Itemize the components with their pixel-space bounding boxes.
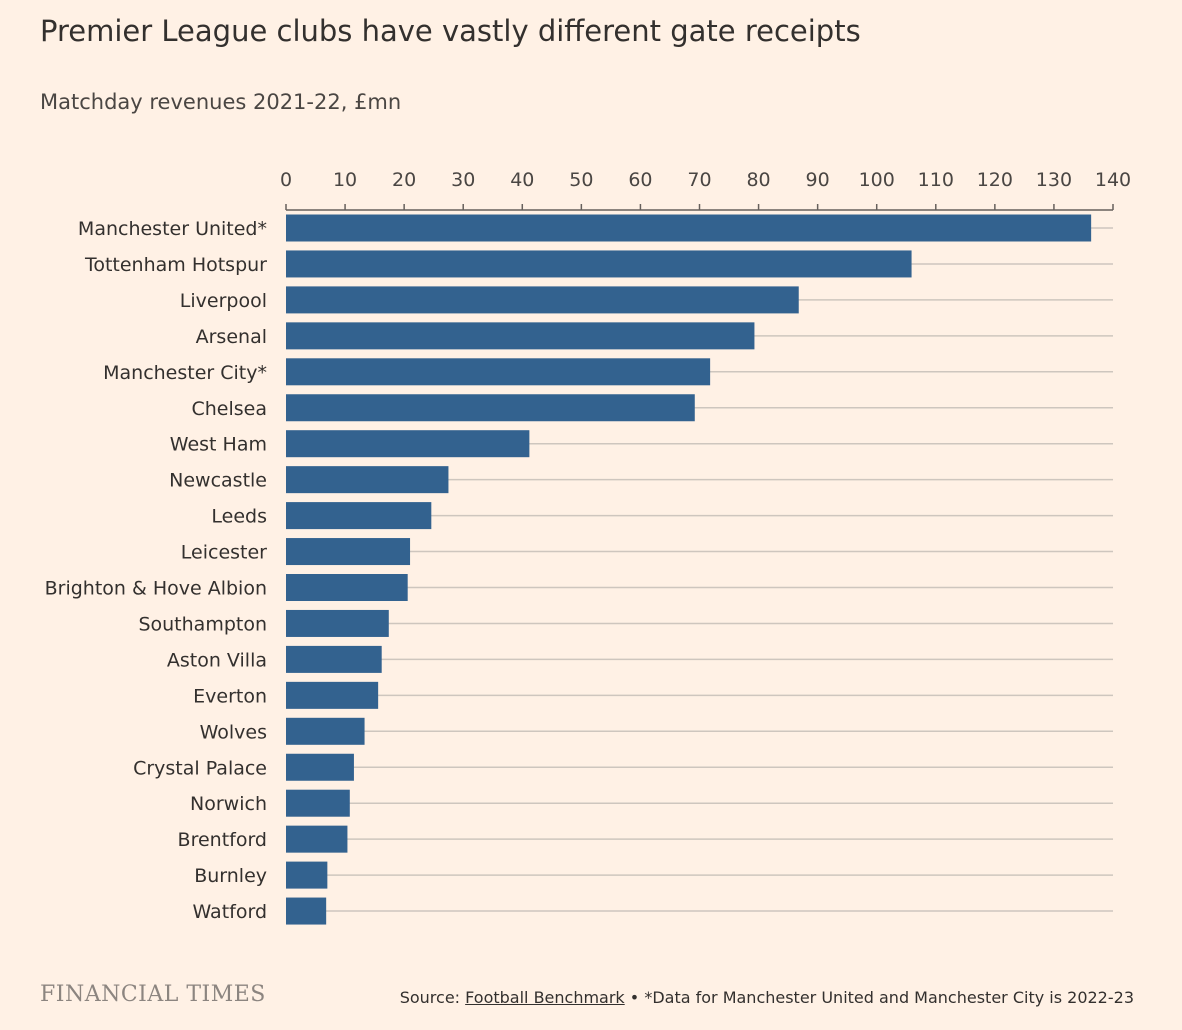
x-tick-label: 40 bbox=[510, 169, 534, 191]
bar bbox=[286, 250, 912, 278]
x-tick-label: 120 bbox=[977, 169, 1013, 191]
category-label: Norwich bbox=[190, 793, 267, 815]
x-tick-label: 90 bbox=[806, 169, 830, 191]
bar bbox=[286, 681, 379, 709]
x-tick-label: 10 bbox=[333, 169, 357, 191]
bar bbox=[286, 214, 1092, 242]
source-footnote: • *Data for Manchester United and Manche… bbox=[624, 988, 1134, 1007]
bar bbox=[286, 645, 382, 673]
bar bbox=[286, 286, 799, 314]
bar bbox=[286, 322, 755, 350]
category-label: Newcastle bbox=[169, 470, 267, 492]
x-tick-label: 60 bbox=[628, 169, 652, 191]
x-tick-label: 30 bbox=[451, 169, 475, 191]
bar bbox=[286, 430, 530, 458]
category-label: West Ham bbox=[170, 434, 267, 456]
category-label: Manchester City* bbox=[103, 362, 267, 384]
category-label: Brentford bbox=[178, 829, 267, 851]
bar bbox=[286, 502, 432, 530]
bar bbox=[286, 574, 408, 601]
category-label: Aston Villa bbox=[167, 649, 267, 671]
category-label: Burnley bbox=[194, 865, 267, 887]
chart-subtitle: Matchday revenues 2021-22, £mn bbox=[40, 90, 402, 114]
x-tick-label: 50 bbox=[569, 169, 593, 191]
category-label: Watford bbox=[192, 901, 267, 923]
category-label: Liverpool bbox=[180, 290, 267, 312]
x-tick-label: 130 bbox=[1036, 169, 1072, 191]
category-label: Tottenham Hotspur bbox=[84, 254, 267, 276]
bar bbox=[286, 753, 354, 781]
source-link[interactable]: Football Benchmark bbox=[465, 988, 625, 1007]
x-tick-label: 70 bbox=[687, 169, 711, 191]
category-label: Everton bbox=[193, 685, 267, 707]
bars bbox=[286, 214, 1092, 925]
source-prefix: Source: bbox=[399, 988, 466, 1007]
x-tick-label: 20 bbox=[392, 169, 416, 191]
category-label: Wolves bbox=[200, 721, 267, 743]
category-label: Leeds bbox=[211, 506, 267, 528]
x-tick-label: 0 bbox=[280, 169, 292, 191]
bar bbox=[286, 358, 711, 386]
x-tick-label: 140 bbox=[1095, 169, 1131, 191]
bar bbox=[286, 897, 327, 925]
category-label: Manchester United* bbox=[78, 218, 267, 240]
bar bbox=[286, 394, 695, 422]
category-labels: Manchester United* Tottenham Hotspur Liver… bbox=[45, 218, 268, 923]
bar bbox=[286, 825, 348, 853]
bar bbox=[286, 538, 411, 566]
category-label: Brighton & Hove Albion bbox=[45, 578, 267, 600]
category-label: Crystal Palace bbox=[133, 757, 267, 779]
bar-chart: 0 10 20 30 40 50 60 70 80 90 100 110 120 130 140 Manch… bbox=[45, 169, 1131, 925]
ft-logo: FINANCIAL TIMES bbox=[40, 982, 266, 1007]
chart-title: Premier League clubs have vastly differe… bbox=[40, 14, 861, 48]
x-tick-label: 110 bbox=[918, 169, 954, 191]
bar bbox=[286, 789, 350, 817]
category-label: Arsenal bbox=[196, 326, 267, 348]
source-note: Source: Football Benchmark • *Data for M… bbox=[400, 988, 1134, 1007]
bar bbox=[286, 609, 389, 637]
x-tick-label: 100 bbox=[859, 169, 895, 191]
category-label: Leicester bbox=[181, 542, 267, 564]
bar bbox=[286, 861, 328, 889]
bar bbox=[286, 466, 449, 494]
x-axis: 0 10 20 30 40 50 60 70 80 90 100 110 120 130 140 bbox=[280, 169, 1131, 211]
x-tick-label: 80 bbox=[746, 169, 770, 191]
bar bbox=[286, 717, 365, 745]
category-label: Southampton bbox=[138, 613, 267, 635]
category-label: Chelsea bbox=[191, 398, 267, 420]
